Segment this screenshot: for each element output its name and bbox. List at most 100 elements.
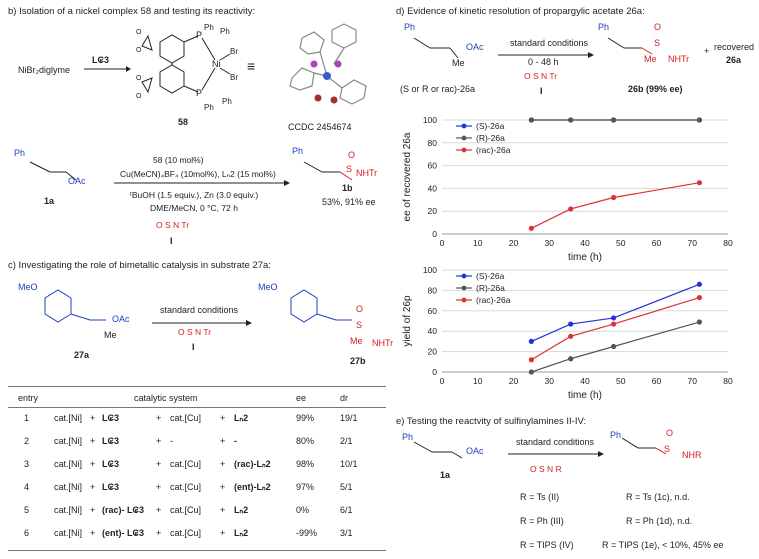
- table-row: 3 cat.[Ni] L₢3 cat.[Cu] (rac)-Lₙ2 98% 10/1 + + +: [24, 459, 384, 477]
- plus-sign: +: [156, 436, 162, 446]
- ph-1a-e: Ph: [402, 432, 414, 442]
- table-row: 6 cat.[Ni] (ent)- L₢3 cat.[Cu] Lₙ2 -99% 3/1 + + +: [24, 528, 384, 546]
- entry-cell: 3: [24, 459, 30, 469]
- crystal-structure-image: [289, 23, 367, 105]
- meo-27b: MeO: [258, 282, 278, 292]
- recovered-label: recovered: [714, 42, 755, 52]
- ni-catalyst-cell: cat.[Ni]: [54, 459, 83, 469]
- entry-cell: 1: [24, 413, 30, 423]
- oac-1a-e: OAc: [466, 446, 484, 456]
- atom-o: O: [136, 29, 142, 36]
- substrate-1a-structure-e: [413, 441, 463, 459]
- x-tick-label: 30: [545, 238, 555, 248]
- data-point: [611, 321, 617, 327]
- x-axis-label: time (h): [568, 252, 602, 263]
- ph-label: Ph: [204, 103, 214, 112]
- entry-cell: 6: [24, 528, 30, 538]
- x-tick-label: 70: [688, 238, 698, 248]
- cu-catalyst-cell: cat.[Cu]: [170, 528, 202, 538]
- data-point: [568, 333, 574, 339]
- data-point: [696, 117, 702, 123]
- y-tick-label: 60: [428, 161, 438, 171]
- entry-cell: 5: [24, 505, 30, 515]
- panel-e-header: e) Testing the reactvity of sulfinylamin…: [396, 416, 587, 427]
- me-27b: Me: [350, 336, 363, 346]
- cu-catalyst-cell: -: [170, 436, 173, 446]
- arrow-label-e: standard conditions: [516, 437, 595, 447]
- equivalence-sign: ≡: [247, 58, 256, 74]
- plus-sign: +: [704, 46, 710, 56]
- oac-26a: OAc: [466, 42, 484, 52]
- sulfinyl-o-e: O: [666, 428, 674, 438]
- table-row: 5 cat.[Ni] (rac)- L₢3 cat.[Cu] Lₙ2 0% 6/1 + + +: [24, 505, 384, 523]
- plus-sign: +: [156, 505, 162, 515]
- data-point: [611, 343, 617, 350]
- complex-58-label: 58: [178, 117, 189, 127]
- data-point: [568, 206, 574, 212]
- ligand2-cell: Lₙ2: [234, 528, 249, 538]
- x-tick-label: 60: [652, 238, 662, 248]
- me-26b: Me: [644, 54, 657, 64]
- plus-sign: +: [220, 528, 226, 538]
- substrate-1a-label: 1a: [44, 196, 55, 206]
- atom-p-bottom: P: [196, 88, 202, 98]
- legend-entry: (R)-26a: [476, 283, 505, 293]
- oac-27a: OAc: [112, 314, 130, 324]
- table-header-catalytic-system: catalytic system: [134, 393, 198, 403]
- y-tick-label: 20: [428, 206, 438, 216]
- series-line: [531, 296, 700, 361]
- ligand1-cell: L₢3: [102, 459, 120, 469]
- legend-marker: [461, 297, 467, 303]
- atom-o: O: [136, 93, 142, 100]
- table-header-ee: ee: [296, 393, 307, 403]
- entry-cell: 2: [24, 436, 30, 446]
- sulfur-1b: S: [346, 164, 353, 174]
- chart-ee-recovered: 0 20 40 60 80 100 0 10 20 30 40 50 60 70 80 time (h) ee …: [402, 115, 733, 263]
- plus-sign: +: [220, 482, 226, 492]
- atom-o: O: [136, 47, 142, 54]
- plus-sign: +: [90, 505, 96, 515]
- table-header-entry: entry: [18, 393, 39, 403]
- ligand1-cell: L₢3: [102, 436, 120, 446]
- result-1c: R = Ts (1c), n.d.: [626, 492, 690, 502]
- panel-d-header: d) Evidence of kinetic resolution of pro…: [396, 6, 645, 17]
- condition-line-1: 58 (10 mol%): [153, 155, 204, 165]
- x-tick-label: 10: [473, 376, 483, 386]
- ligand2-cell: Lₙ2: [234, 505, 249, 515]
- plus-sign: +: [220, 436, 226, 446]
- atom-p-top: P: [196, 30, 202, 40]
- series-line: [531, 182, 700, 229]
- chart-yield-26p: 0 20 40 60 80 100 0 10 20 30 40 50 60 70 80 time (h) yie…: [402, 265, 733, 401]
- product-1b-yield: 53%, 91% ee: [322, 197, 376, 207]
- ligand2-cell: (ent)-Lₙ2: [234, 482, 271, 492]
- cu-catalyst-cell: cat.[Cu]: [170, 413, 202, 423]
- substrate-26a-label: (S or R or rac)-26a: [400, 84, 476, 94]
- nhr-e: NHR: [682, 450, 702, 460]
- data-point: [528, 225, 534, 231]
- table-row: 1 cat.[Ni] L₢3 cat.[Cu] Lₙ2 99% 19/1 + + +: [24, 413, 384, 431]
- dr-cell: 10/1: [340, 459, 358, 469]
- plus-sign: +: [90, 413, 96, 423]
- legend-entry: (rac)-26a: [476, 145, 511, 155]
- reagent-I-structure-b: O S N Tr: [156, 220, 190, 230]
- data-point: [696, 319, 702, 325]
- x-tick-label: 50: [616, 376, 626, 386]
- sulfur-e: S: [664, 444, 671, 454]
- ligand2-cell: Lₙ2: [234, 413, 249, 423]
- reagent-sulfinylamine-e: O S N R: [530, 464, 562, 474]
- data-point: [528, 369, 534, 375]
- plus-sign: +: [90, 436, 96, 446]
- x-tick-label: 30: [545, 376, 555, 386]
- data-point: [568, 321, 574, 327]
- ligand2-cell: (rac)-Lₙ2: [234, 459, 271, 469]
- reaction-arrow-d: [498, 52, 594, 58]
- data-point: [696, 294, 702, 301]
- x-axis-label: time (h): [568, 390, 602, 401]
- legend-entry: (S)-26a: [476, 271, 505, 281]
- ph-product-e: Ph: [610, 430, 622, 440]
- data-point: [696, 281, 702, 287]
- x-tick-label: 60: [652, 376, 662, 386]
- plus-sign: +: [220, 459, 226, 469]
- sulfinyl-o-27b: O: [356, 304, 364, 314]
- me-27a: Me: [104, 330, 117, 340]
